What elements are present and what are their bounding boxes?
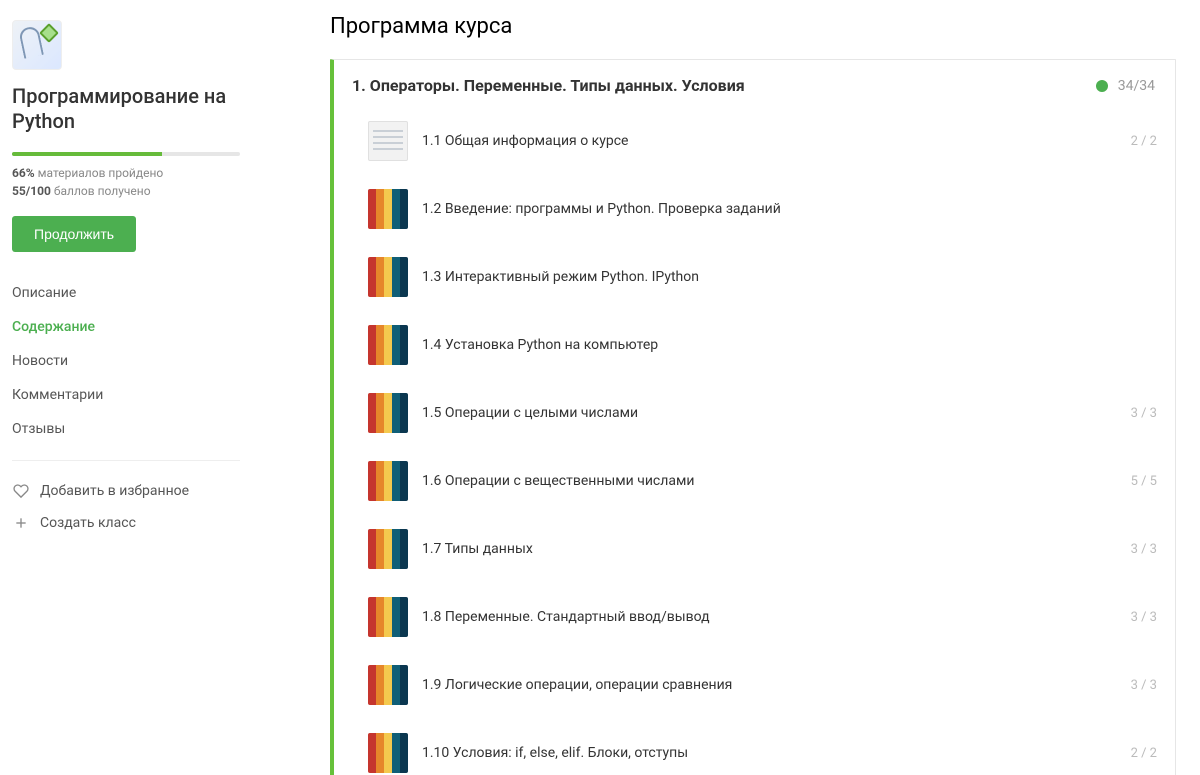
lesson-count: 3 / 3 — [1131, 542, 1157, 557]
lesson-count: 3 / 3 — [1131, 678, 1157, 693]
lesson-thumb — [368, 529, 408, 569]
progress-percent: 66% — [12, 166, 35, 180]
lesson-thumb — [368, 189, 408, 229]
status-dot — [1096, 80, 1108, 92]
lesson-title: 1.1 Общая информация о курсе — [422, 133, 1131, 149]
course-title: Программирование на Python — [12, 84, 240, 134]
progress-bar — [12, 152, 240, 156]
page-title: Программа курса — [330, 14, 1176, 39]
points-rest: баллов получено — [51, 184, 151, 198]
create-class-label: Создать класс — [40, 515, 136, 531]
lesson-count: 5 / 5 — [1131, 474, 1157, 489]
sidebar-nav-item[interactable]: Новости — [12, 344, 240, 378]
lesson-title: 1.9 Логические операции, операции сравне… — [422, 677, 1131, 693]
lesson-thumb — [368, 121, 408, 161]
section-header[interactable]: 1. Операторы. Переменные. Типы данных. У… — [334, 60, 1175, 111]
progress-rest: материалов пройдено — [35, 166, 164, 180]
section-title: 1. Операторы. Переменные. Типы данных. У… — [352, 76, 1096, 95]
lesson-title: 1.7 Типы данных — [422, 541, 1131, 557]
lesson-thumb — [368, 733, 408, 773]
lesson-title: 1.4 Установка Python на компьютер — [422, 337, 1157, 353]
sidebar-nav-item[interactable]: Содержание — [12, 310, 240, 344]
lesson-thumb — [368, 461, 408, 501]
course-logo — [12, 20, 62, 70]
lesson-count: 2 / 2 — [1131, 746, 1157, 761]
sidebar: Программирование на Python 66% материало… — [0, 0, 260, 775]
points-percent: 55/100 — [12, 184, 51, 198]
sidebar-nav-item[interactable]: Комментарии — [12, 378, 240, 412]
points-text: 55/100 баллов получено — [12, 182, 240, 200]
favorite-label: Добавить в избранное — [40, 483, 189, 499]
lesson-title: 1.5 Операции с целыми числами — [422, 405, 1131, 421]
lesson-thumb — [368, 597, 408, 637]
lesson-thumb — [368, 665, 408, 705]
lesson-row[interactable]: 1.4 Установка Python на компьютер — [368, 319, 1175, 371]
lesson-row[interactable]: 1.3 Интерактивный режим Python. IPython — [368, 251, 1175, 303]
continue-button[interactable]: Продолжить — [12, 216, 136, 252]
lesson-row[interactable]: 1.8 Переменные. Стандартный ввод/вывод3 … — [368, 591, 1175, 643]
lesson-title: 1.8 Переменные. Стандартный ввод/вывод — [422, 609, 1131, 625]
lesson-count: 2 / 2 — [1131, 134, 1157, 149]
lesson-thumb — [368, 325, 408, 365]
progress-text: 66% материалов пройдено — [12, 164, 240, 182]
heart-icon — [12, 483, 30, 499]
sidebar-nav: ОписаниеСодержаниеНовостиКомментарииОтзы… — [12, 276, 240, 446]
lesson-count: 3 / 3 — [1131, 406, 1157, 421]
lesson-thumb — [368, 257, 408, 297]
sidebar-nav-item[interactable]: Отзывы — [12, 412, 240, 446]
lesson-row[interactable]: 1.9 Логические операции, операции сравне… — [368, 659, 1175, 711]
sidebar-divider — [12, 460, 240, 461]
lesson-title: 1.6 Операции с вещественными числами — [422, 473, 1131, 489]
plus-icon — [12, 515, 30, 531]
section-count: 34/34 — [1118, 78, 1155, 94]
lesson-row[interactable]: 1.6 Операции с вещественными числами5 / … — [368, 455, 1175, 507]
lesson-list: 1.1 Общая информация о курсе2 / 21.2 Вве… — [334, 111, 1175, 775]
progress-fill — [12, 152, 162, 156]
lesson-row[interactable]: 1.10 Условия: if, else, elif. Блоки, отс… — [368, 727, 1175, 775]
sidebar-nav-item[interactable]: Описание — [12, 276, 240, 310]
section-card: 1. Операторы. Переменные. Типы данных. У… — [330, 59, 1176, 775]
main-content: Программа курса 1. Операторы. Переменные… — [260, 0, 1200, 775]
lesson-thumb — [368, 393, 408, 433]
lesson-row[interactable]: 1.1 Общая информация о курсе2 / 2 — [368, 115, 1175, 167]
lesson-title: 1.2 Введение: программы и Python. Провер… — [422, 201, 1157, 217]
lesson-row[interactable]: 1.2 Введение: программы и Python. Провер… — [368, 183, 1175, 235]
create-class-action[interactable]: Создать класс — [12, 507, 240, 539]
lesson-title: 1.3 Интерактивный режим Python. IPython — [422, 269, 1157, 285]
favorite-action[interactable]: Добавить в избранное — [12, 475, 240, 507]
lesson-row[interactable]: 1.5 Операции с целыми числами3 / 3 — [368, 387, 1175, 439]
lesson-row[interactable]: 1.7 Типы данных3 / 3 — [368, 523, 1175, 575]
lesson-count: 3 / 3 — [1131, 610, 1157, 625]
lesson-title: 1.10 Условия: if, else, elif. Блоки, отс… — [422, 745, 1131, 761]
